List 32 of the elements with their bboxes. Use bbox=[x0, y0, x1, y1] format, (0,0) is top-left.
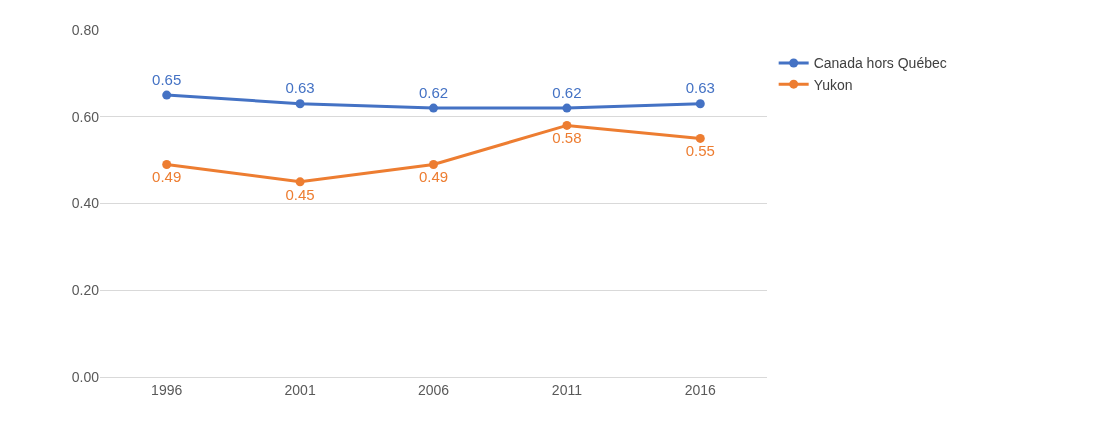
point bbox=[162, 90, 172, 100]
legend-label: Yukon bbox=[813, 76, 853, 93]
point bbox=[295, 99, 305, 109]
point bbox=[429, 159, 438, 169]
y-tick-label: 0.80 bbox=[71, 21, 100, 38]
point bbox=[295, 177, 305, 187]
point bbox=[562, 120, 572, 130]
data-label: 0.45 bbox=[285, 185, 315, 203]
point bbox=[695, 99, 705, 109]
y-tick-label: 0.60 bbox=[71, 108, 100, 125]
point bbox=[429, 103, 438, 113]
data-label: 0.65 bbox=[152, 70, 182, 88]
x-tick-label: 2001 bbox=[284, 381, 316, 398]
y-tick-label: 0.20 bbox=[71, 282, 100, 299]
data-label: 0.63 bbox=[285, 79, 315, 97]
legend-label: Canada hors Québec bbox=[813, 55, 947, 72]
point bbox=[695, 133, 705, 143]
data-label: 0.63 bbox=[685, 79, 715, 97]
data-label: 0.62 bbox=[552, 83, 582, 101]
x-tick-label: 2016 bbox=[684, 381, 717, 398]
data-label: 0.55 bbox=[685, 142, 715, 160]
x-tick-label: 2011 bbox=[551, 381, 583, 398]
data-label: 0.49 bbox=[418, 168, 449, 186]
point bbox=[162, 159, 172, 169]
point bbox=[562, 103, 572, 113]
y-tick-label: 0.00 bbox=[71, 368, 100, 385]
data-label: 0.49 bbox=[152, 168, 182, 186]
data-label: 0.62 bbox=[418, 83, 449, 101]
x-tick-label: 2006 bbox=[417, 381, 450, 398]
y-tick-label: 0.40 bbox=[71, 195, 100, 212]
data-label: 0.58 bbox=[552, 129, 582, 147]
x-tick-label: 1996 bbox=[151, 381, 183, 398]
